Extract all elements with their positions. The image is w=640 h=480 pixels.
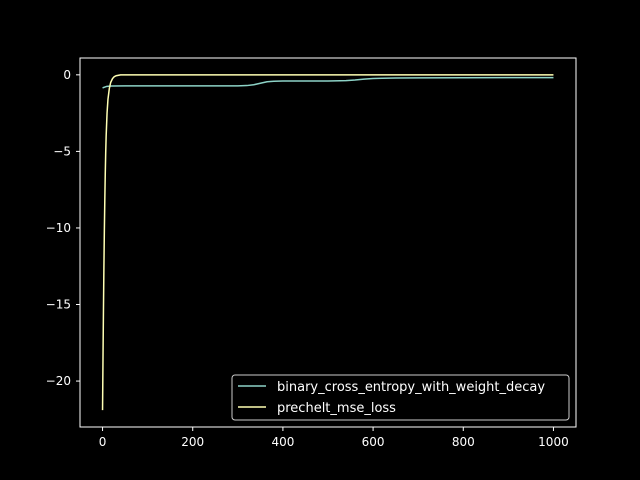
x-tick-label: 600: [362, 435, 385, 449]
y-tick-label: −20: [46, 374, 71, 388]
x-tick-label: 800: [452, 435, 475, 449]
y-tick-label: 0: [63, 68, 71, 82]
series-line-1: [101, 74, 554, 411]
series-line-0: [102, 76, 554, 89]
y-tick-label: −15: [46, 298, 71, 312]
legend-label-0: binary_cross_entropy_with_weight_decay: [277, 380, 545, 395]
x-axis: 0 200 400 600 800 1000: [99, 427, 569, 449]
x-tick-label: 400: [271, 435, 294, 449]
legend: binary_cross_entropy_with_weight_decaypr…: [231, 374, 570, 421]
y-tick-label: −5: [53, 144, 71, 158]
legend-label-1: prechelt_mse_loss: [277, 401, 396, 416]
plot-frame: [79, 57, 577, 428]
x-tick-label: 0: [99, 435, 107, 449]
x-tick-label: 1000: [538, 435, 569, 449]
y-axis: 0 −5 −10 −15 −20: [46, 68, 80, 388]
y-tick-label: −10: [46, 221, 71, 235]
legend-box: [231, 374, 570, 421]
series-layer: [101, 74, 554, 411]
x-tick-label: 200: [181, 435, 204, 449]
